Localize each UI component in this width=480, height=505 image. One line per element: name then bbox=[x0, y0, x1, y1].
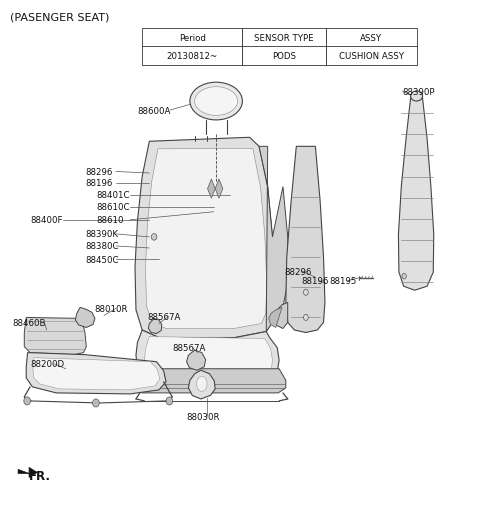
Ellipse shape bbox=[151, 234, 157, 241]
Text: 20130812~: 20130812~ bbox=[167, 52, 218, 61]
Polygon shape bbox=[18, 468, 37, 478]
Bar bbox=[242, 29, 326, 48]
Text: SENSOR TYPE: SENSOR TYPE bbox=[254, 34, 314, 43]
Ellipse shape bbox=[303, 290, 308, 296]
Text: 88296: 88296 bbox=[85, 168, 112, 177]
Polygon shape bbox=[274, 302, 288, 329]
Text: 88610: 88610 bbox=[97, 216, 124, 225]
Text: ASSY: ASSY bbox=[360, 34, 382, 43]
Ellipse shape bbox=[93, 399, 99, 407]
Text: 88200D: 88200D bbox=[30, 360, 64, 369]
Text: 88196: 88196 bbox=[301, 277, 328, 286]
Polygon shape bbox=[215, 180, 223, 199]
Text: 88010R: 88010R bbox=[95, 304, 128, 313]
Bar bbox=[142, 29, 242, 48]
Ellipse shape bbox=[197, 377, 207, 391]
Text: 88460B: 88460B bbox=[12, 318, 46, 327]
Polygon shape bbox=[135, 138, 275, 338]
Text: PODS: PODS bbox=[272, 52, 296, 61]
Text: Period: Period bbox=[179, 34, 206, 43]
Polygon shape bbox=[187, 350, 205, 371]
Polygon shape bbox=[33, 358, 160, 390]
Text: 88567A: 88567A bbox=[172, 343, 205, 352]
Ellipse shape bbox=[402, 274, 406, 279]
Text: 88600A: 88600A bbox=[137, 107, 171, 115]
Text: 88450C: 88450C bbox=[85, 255, 119, 264]
Ellipse shape bbox=[410, 92, 422, 102]
Text: 88401C: 88401C bbox=[97, 191, 131, 200]
Polygon shape bbox=[269, 308, 282, 328]
Text: 88390P: 88390P bbox=[402, 88, 435, 97]
Polygon shape bbox=[398, 97, 434, 291]
Text: 88567A: 88567A bbox=[147, 312, 180, 321]
Polygon shape bbox=[148, 319, 162, 334]
Polygon shape bbox=[26, 353, 166, 394]
Bar bbox=[326, 46, 417, 66]
Ellipse shape bbox=[303, 315, 308, 321]
Polygon shape bbox=[75, 308, 95, 328]
Text: 88380C: 88380C bbox=[85, 242, 119, 251]
Polygon shape bbox=[259, 147, 288, 332]
Polygon shape bbox=[144, 337, 273, 380]
Text: CUSHION ASSY: CUSHION ASSY bbox=[339, 52, 404, 61]
Polygon shape bbox=[286, 147, 325, 333]
Text: 88390K: 88390K bbox=[85, 230, 118, 239]
Text: FR.: FR. bbox=[29, 469, 51, 482]
Text: 88196: 88196 bbox=[85, 179, 112, 188]
Text: 88030R: 88030R bbox=[187, 412, 220, 421]
Polygon shape bbox=[145, 149, 267, 329]
Text: 88296: 88296 bbox=[284, 267, 311, 276]
Text: 88610C: 88610C bbox=[97, 203, 131, 212]
Bar bbox=[326, 29, 417, 48]
Ellipse shape bbox=[166, 397, 173, 405]
Polygon shape bbox=[207, 180, 215, 199]
Polygon shape bbox=[189, 371, 215, 399]
Bar bbox=[242, 46, 326, 66]
Text: (PASENGER SEAT): (PASENGER SEAT) bbox=[10, 13, 109, 22]
Text: 88195: 88195 bbox=[330, 277, 357, 286]
Polygon shape bbox=[134, 369, 286, 393]
Polygon shape bbox=[136, 330, 279, 384]
Ellipse shape bbox=[190, 83, 242, 121]
Polygon shape bbox=[24, 318, 86, 355]
Bar bbox=[142, 46, 242, 66]
Ellipse shape bbox=[195, 87, 238, 116]
Ellipse shape bbox=[24, 397, 31, 405]
Text: 88400F: 88400F bbox=[30, 216, 62, 225]
